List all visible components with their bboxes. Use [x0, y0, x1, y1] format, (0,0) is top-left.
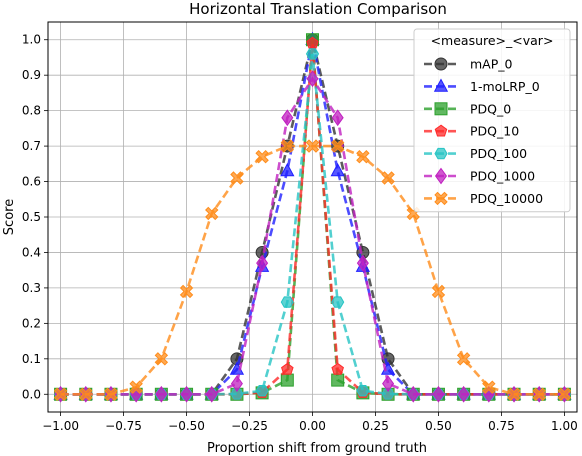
data-point	[381, 388, 395, 400]
data-point	[154, 352, 169, 366]
series-pdq-10000	[53, 139, 572, 401]
data-point	[331, 373, 345, 387]
x-tick-label: 1.00	[551, 419, 578, 433]
legend-marker	[434, 57, 448, 71]
legend-entry: PDQ_100	[424, 146, 527, 161]
data-point	[331, 296, 345, 308]
data-point	[382, 375, 395, 392]
y-tick-label: 0.1	[22, 352, 41, 366]
data-point	[53, 387, 68, 401]
legend-entry: PDQ_1000	[424, 167, 535, 185]
data-point	[230, 171, 244, 185]
data-point	[305, 48, 320, 60]
x-tick-label: 0.00	[299, 419, 326, 433]
legend-marker	[434, 124, 448, 137]
data-point	[230, 375, 243, 392]
data-point	[280, 373, 294, 387]
data-point	[280, 162, 295, 177]
y-tick-label: 0.9	[22, 68, 41, 82]
data-point	[456, 352, 471, 366]
data-point	[280, 296, 294, 308]
x-tick-label: −0.75	[105, 419, 142, 433]
y-tick-label: 0.8	[22, 104, 41, 118]
legend-marker	[434, 147, 448, 160]
legend-entry: PDQ_10	[424, 124, 519, 139]
axis-ticks: −1.00 −0.75 −0.50 −0.25 0.00 0.25 0.50 0.75 1.00…	[22, 33, 578, 433]
data-point	[356, 150, 370, 164]
data-point	[205, 385, 218, 403]
x-tick-label: −0.25	[231, 419, 268, 433]
data-point	[179, 284, 194, 299]
data-point	[180, 385, 193, 403]
legend-label: 1-moLRP_0	[470, 79, 540, 94]
data-point	[256, 254, 269, 272]
legend-entry: mAP_0	[424, 57, 513, 72]
legend-marker	[434, 167, 448, 185]
data-point	[230, 388, 244, 400]
data-point	[281, 362, 294, 375]
data-point	[255, 150, 269, 164]
x-tick-label: −1.00	[42, 419, 79, 433]
legend: <measure>_<var> mAP_0 1-moLRP_0 PDQ_0 PDQ_10…	[413, 28, 571, 213]
data-point	[280, 139, 295, 153]
data-point	[330, 139, 345, 153]
legend-label: PDQ_10000	[470, 191, 543, 206]
data-point	[482, 380, 496, 394]
x-tick-label: 0.50	[425, 419, 452, 433]
data-point	[129, 380, 143, 394]
data-point	[79, 387, 93, 401]
legend-entry: 1-moLRP_0	[424, 78, 540, 94]
legend-entry: PDQ_10000	[424, 191, 543, 206]
data-point	[407, 385, 420, 403]
legend-label: PDQ_100	[470, 146, 527, 161]
legend-label: PDQ_10	[470, 124, 519, 139]
y-tick-label: 0.2	[22, 316, 41, 330]
y-tick-label: 1.0	[22, 33, 41, 47]
x-tick-label: 0.75	[488, 419, 515, 433]
x-tick-label: −0.50	[168, 419, 205, 433]
legend-marker	[434, 191, 448, 206]
legend-box	[413, 28, 571, 213]
legend-label: mAP_0	[470, 57, 513, 72]
data-point	[104, 387, 118, 401]
data-point	[331, 362, 344, 375]
chart-title: Horizontal Translation Comparison	[189, 0, 447, 18]
legend-label: PDQ_1000	[470, 169, 535, 184]
legend-marker	[434, 102, 448, 116]
legend-label: PDQ_0	[470, 101, 511, 116]
data-point	[281, 109, 294, 127]
legend-title: <measure>_<var>	[431, 33, 554, 48]
x-tick-label: 0.25	[362, 419, 389, 433]
data-point	[381, 171, 395, 185]
data-point	[431, 284, 446, 299]
series-layer	[53, 31, 572, 403]
y-tick-label: 0.6	[22, 175, 41, 189]
data-point	[356, 385, 370, 397]
legend-marker	[433, 78, 449, 92]
data-point	[205, 206, 219, 221]
y-axis-label: Score	[2, 199, 17, 235]
y-tick-label: 0.0	[22, 387, 41, 401]
data-point	[155, 385, 168, 403]
data-point	[557, 387, 572, 401]
y-tick-label: 0.5	[22, 210, 41, 224]
data-point	[331, 109, 344, 127]
y-tick-label: 0.7	[22, 139, 41, 153]
data-point	[306, 36, 319, 49]
data-point	[532, 387, 546, 401]
data-point	[305, 139, 320, 153]
data-point	[306, 70, 319, 88]
y-tick-label: 0.3	[22, 281, 41, 295]
data-point	[457, 385, 470, 403]
data-point	[507, 387, 521, 401]
data-point	[432, 385, 445, 403]
data-point	[356, 254, 369, 272]
legend-entry: PDQ_0	[424, 101, 511, 116]
x-axis-label: Proportion shift from ground truth	[207, 441, 427, 456]
data-point	[255, 385, 269, 397]
data-point	[330, 162, 345, 177]
y-tick-label: 0.4	[22, 245, 41, 259]
